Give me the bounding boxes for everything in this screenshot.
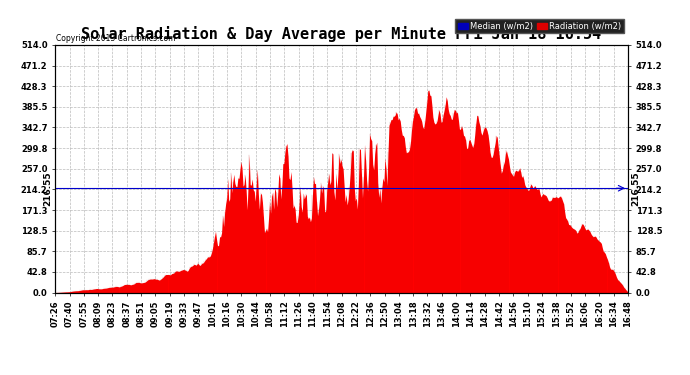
Title: Solar Radiation & Day Average per Minute Fri Jan 18 16:54: Solar Radiation & Day Average per Minute… [81,27,602,42]
Text: 216.55: 216.55 [631,171,640,206]
Text: Copyright 2013 Cartronics.com: Copyright 2013 Cartronics.com [57,33,176,42]
Text: 216.55: 216.55 [43,171,52,206]
Legend: Median (w/m2), Radiation (w/m2): Median (w/m2), Radiation (w/m2) [455,20,624,33]
